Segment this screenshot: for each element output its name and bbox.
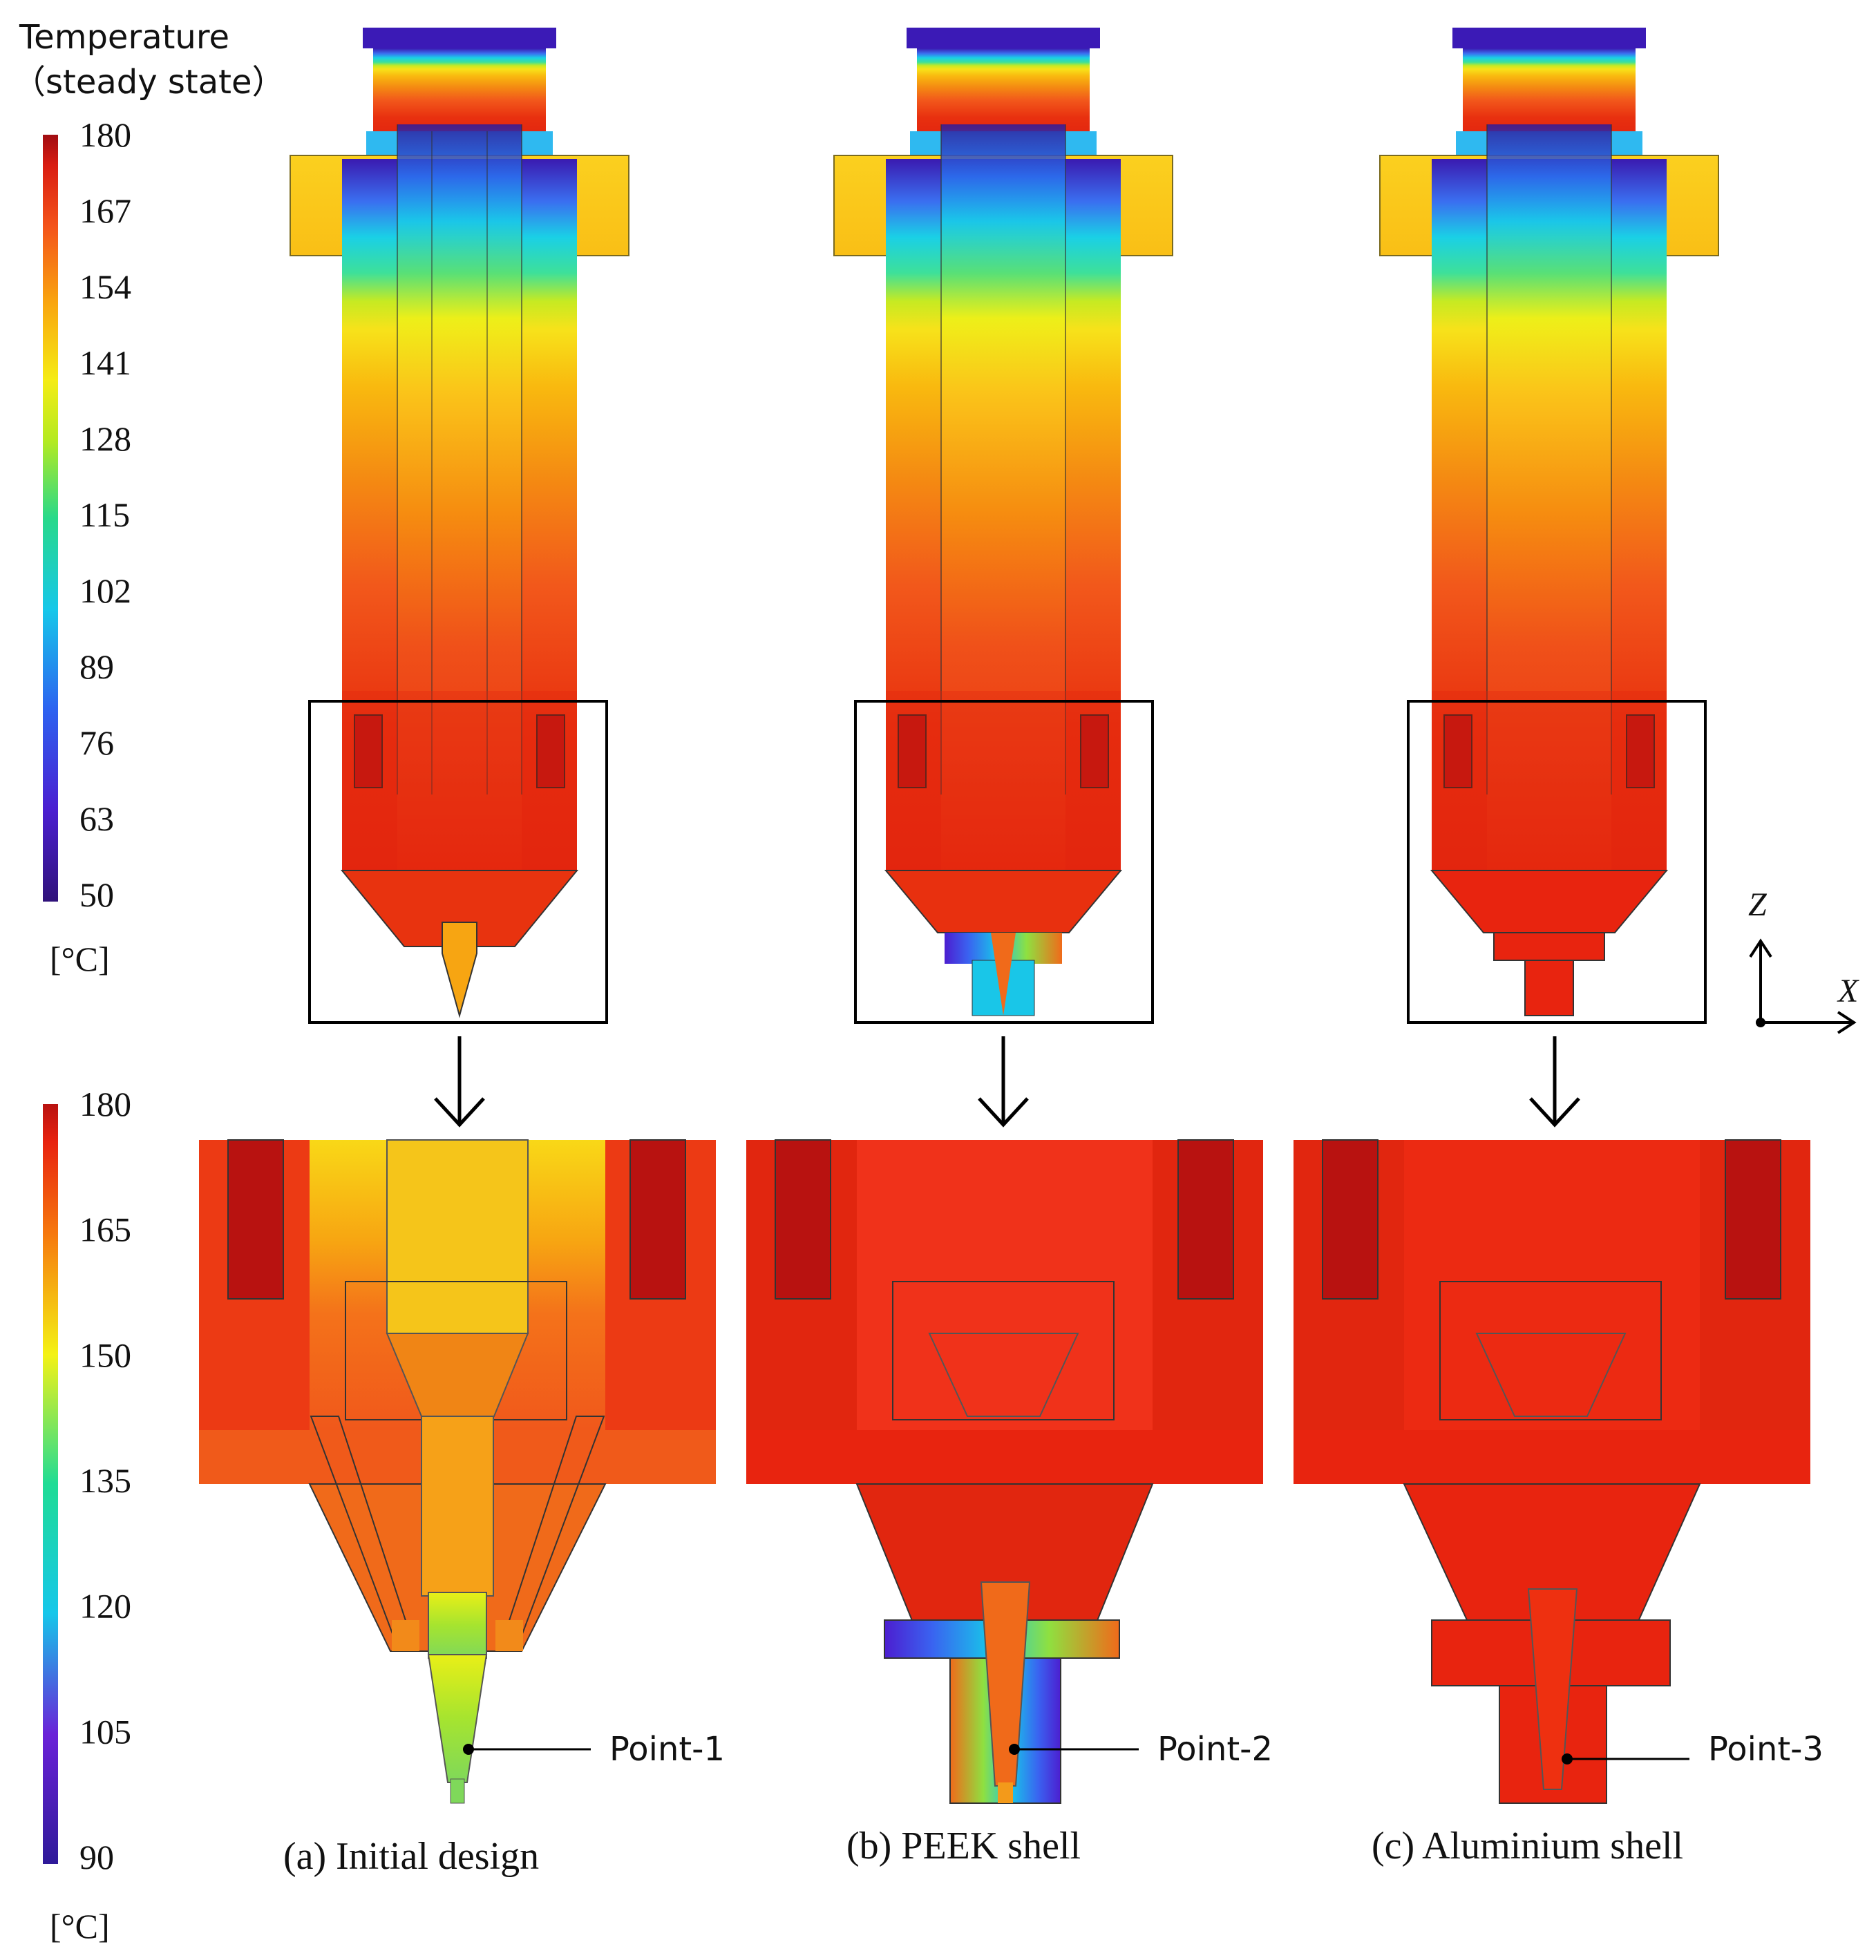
zoom-arrows (434, 1036, 1580, 1128)
colorbar-tick-label: 167 (79, 191, 131, 230)
legend-bottom: 180 165 150 135 120 105 90 [°C] (43, 1085, 131, 1945)
colorbar-top (43, 135, 58, 902)
caption-b: (b) PEEK shell (846, 1825, 1081, 1867)
zoom-frame-c (1407, 700, 1707, 1024)
colorbar-tick-label: 135 (79, 1461, 131, 1500)
colorbar-tick-label: 90 (79, 1838, 114, 1876)
arrow-down-icon (1529, 1036, 1580, 1128)
zoom-panel-b: Point-2 (b) PEEK shell (746, 1139, 1273, 1867)
colorbar-tick-label: 50 (79, 875, 114, 914)
colorbar-top-ticks: 180 167 154 141 128 115 102 89 76 63 50 (79, 115, 131, 914)
point-1-label: Point-1 (609, 1730, 725, 1769)
zoom-panel-c: Point-3 (c) Aluminium shell (1294, 1139, 1823, 1867)
arrow-down-icon (978, 1036, 1029, 1128)
colorbar-tick-label: 76 (79, 723, 114, 762)
legend-top: Temperature （steady state） 1801671541411… (12, 18, 285, 978)
colorbar-tick-label: 115 (79, 495, 130, 534)
colorbar-tick-label: 150 (79, 1335, 131, 1374)
colorbar-tick-label: 180 (79, 115, 131, 154)
zoom-frame-a (308, 700, 608, 1024)
legend-subtitle: （steady state） (12, 63, 285, 102)
zoom-frame-b (854, 700, 1154, 1024)
nozzle-c-full (1379, 28, 1719, 1016)
colorbar-tick-label: 141 (79, 343, 131, 382)
colorbar-tick-label: 102 (79, 571, 131, 610)
axis-x-label: X (1837, 973, 1859, 1009)
colorbar-bottom-ticks: 180 165 150 135 120 105 90 (79, 1085, 131, 1876)
legend-title: Temperature (19, 18, 229, 57)
point-3-label: Point-3 (1708, 1730, 1823, 1769)
colorbar-tick-label: 165 (79, 1210, 131, 1249)
colorbar-tick-label: 154 (79, 267, 131, 306)
legend-top-unit: [°C] (50, 940, 110, 978)
coordinate-axes-icon: Z X (1748, 886, 1859, 1034)
zoom-panel-a: Point-1 (a) Initial design (199, 1139, 725, 1878)
point-2-label: Point-2 (1157, 1730, 1273, 1769)
colorbar-tick-label: 120 (79, 1587, 131, 1626)
colorbar-bottom (43, 1104, 58, 1864)
arrow-down-icon (434, 1036, 485, 1128)
colorbar-tick-label: 89 (79, 647, 114, 686)
legend-bottom-unit: [°C] (50, 1907, 110, 1945)
zoom-frames (308, 700, 1707, 1024)
colorbar-tick-label: 180 (79, 1085, 131, 1123)
nozzle-a-full (290, 28, 629, 1018)
colorbar-tick-label: 105 (79, 1712, 131, 1751)
caption-a: (a) Initial design (283, 1835, 539, 1878)
nozzle-b-full (833, 28, 1173, 1016)
colorbar-tick-label: 128 (79, 419, 131, 458)
colorbar-tick-label: 63 (79, 799, 114, 838)
axis-z-label: Z (1748, 886, 1768, 923)
caption-c: (c) Aluminium shell (1372, 1825, 1683, 1867)
